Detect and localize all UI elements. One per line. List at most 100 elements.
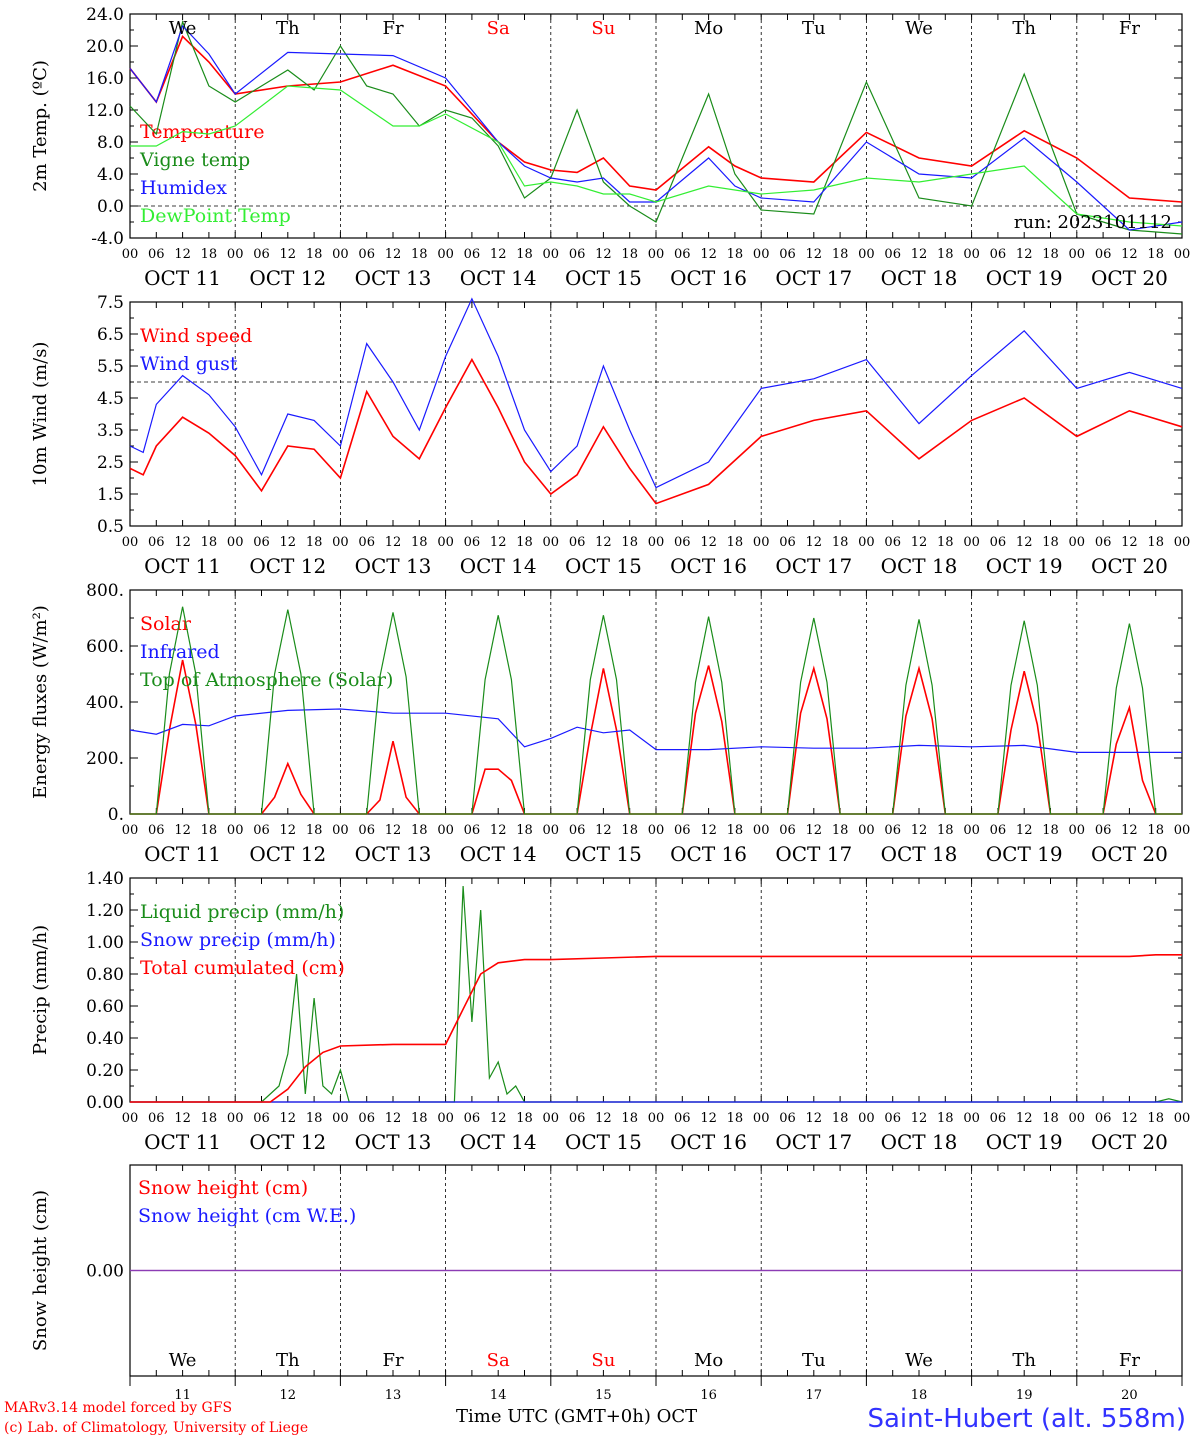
legend-entry: Infrared — [140, 641, 220, 663]
y-tick-label: 0.80 — [86, 965, 124, 985]
hour-tick-label: 00 — [648, 535, 665, 550]
hour-tick-label: 00 — [332, 247, 349, 262]
y-tick-label: 200. — [86, 749, 124, 769]
day-number-label: 20 — [1121, 1388, 1138, 1403]
y-tick-label: 20.0 — [86, 37, 124, 57]
legend-entry: Vigne temp — [139, 149, 250, 171]
date-label: OCT 20 — [1091, 266, 1168, 290]
hour-tick-label: 06 — [569, 1111, 586, 1126]
legend-entry: Wind speed — [140, 325, 252, 347]
hour-tick-label: 00 — [332, 535, 349, 550]
hour-tick-label: 18 — [201, 1111, 218, 1126]
y-tick-label: 24.0 — [86, 5, 124, 25]
hour-tick-label: 00 — [122, 247, 139, 262]
hour-tick-label: 00 — [648, 247, 665, 262]
hour-tick-label: 06 — [358, 823, 375, 838]
date-label: OCT 11 — [144, 842, 221, 866]
hour-tick-label: 00 — [1069, 535, 1086, 550]
date-label: OCT 20 — [1091, 554, 1168, 578]
date-label: OCT 20 — [1091, 1130, 1168, 1154]
hour-tick-label: 06 — [569, 823, 586, 838]
y-axis-label: 2m Temp. (ºC) — [30, 60, 51, 192]
date-label: OCT 19 — [986, 842, 1063, 866]
y-tick-label: 6.5 — [97, 325, 124, 345]
date-label: OCT 16 — [670, 842, 747, 866]
date-label: OCT 17 — [775, 266, 852, 290]
hour-tick-label: 18 — [516, 247, 533, 262]
hour-tick-label: 12 — [595, 1111, 612, 1126]
hour-tick-label: 00 — [858, 247, 875, 262]
hour-tick-label: 06 — [464, 823, 481, 838]
hour-tick-label: 00 — [122, 823, 139, 838]
hour-tick-label: 12 — [490, 247, 507, 262]
hour-tick-label: 06 — [358, 1111, 375, 1126]
y-tick-label: 400. — [86, 693, 124, 713]
date-label: OCT 11 — [144, 266, 221, 290]
day-name-label: Th — [1012, 1350, 1036, 1371]
day-number-label: 15 — [595, 1388, 612, 1403]
hour-tick-label: 00 — [1174, 823, 1191, 838]
month-text: OCT — [656, 1406, 698, 1427]
hour-tick-label: 12 — [490, 535, 507, 550]
hour-tick-label: 12 — [385, 535, 402, 550]
hour-tick-label: 00 — [1069, 1111, 1086, 1126]
hour-tick-label: 06 — [253, 247, 270, 262]
date-label: OCT 14 — [460, 266, 537, 290]
hour-tick-label: 06 — [253, 1111, 270, 1126]
date-label: OCT 18 — [881, 842, 958, 866]
date-label: OCT 15 — [565, 842, 642, 866]
hour-tick-label: 06 — [884, 1111, 901, 1126]
y-tick-label: 4.0 — [97, 165, 124, 185]
hour-tick-label: 00 — [858, 823, 875, 838]
hour-tick-label: 12 — [806, 823, 823, 838]
day-name-label: Th — [1012, 18, 1036, 39]
hour-tick-label: 12 — [280, 247, 297, 262]
date-label: OCT 14 — [460, 842, 537, 866]
panel-2: 0.5 1.5 2.5 3.5 4.5 5.5 6.5 7.5 10m Wind (m/s) Wi… — [30, 293, 1190, 578]
series-line-infrared — [129, 708, 1182, 754]
day-name-label: Fr — [1119, 18, 1140, 39]
hour-tick-label: 18 — [201, 823, 218, 838]
hour-tick-label: 12 — [1121, 247, 1138, 262]
y-tick-label: 600. — [86, 637, 124, 657]
hour-tick-label: 18 — [727, 247, 744, 262]
hour-tick-label: 00 — [543, 247, 560, 262]
hour-tick-label: 12 — [911, 823, 928, 838]
hour-tick-label: 00 — [543, 535, 560, 550]
time-axis-label: Time UTC (GMT+0h) OCT — [456, 1406, 697, 1427]
hour-tick-label: 06 — [569, 535, 586, 550]
hour-tick-label: 12 — [385, 823, 402, 838]
date-label: OCT 16 — [670, 1130, 747, 1154]
hour-tick-label: 18 — [727, 1111, 744, 1126]
legend-entry: Snow height (cm W.E.) — [138, 1205, 356, 1227]
day-number-label: 17 — [806, 1388, 823, 1403]
y-tick-label: 0.5 — [97, 517, 124, 537]
hour-tick-label: 06 — [358, 535, 375, 550]
day-number-label: 11 — [174, 1388, 191, 1403]
hour-tick-label: 12 — [700, 1111, 717, 1126]
hour-tick-label: 18 — [832, 823, 849, 838]
hour-tick-label: 00 — [1174, 247, 1191, 262]
hour-tick-label: 12 — [1121, 823, 1138, 838]
hour-tick-label: 06 — [779, 1111, 796, 1126]
day-name-label: Fr — [382, 1350, 403, 1371]
y-tick-label: 0.60 — [86, 997, 124, 1017]
hour-tick-label: 12 — [1016, 247, 1033, 262]
y-axis-label: Precip (mm/h) — [30, 925, 51, 1055]
y-tick-label: 0.00 — [86, 1093, 124, 1113]
hour-tick-label: 00 — [227, 823, 244, 838]
hour-tick-label: 12 — [911, 247, 928, 262]
hour-tick-label: 12 — [174, 535, 191, 550]
date-label: OCT 13 — [355, 1130, 432, 1154]
hour-tick-label: 12 — [280, 535, 297, 550]
hour-tick-label: 06 — [779, 247, 796, 262]
hour-tick-label: 18 — [1147, 247, 1164, 262]
hour-tick-label: 18 — [1042, 1111, 1059, 1126]
y-tick-label: 12.0 — [86, 101, 124, 121]
legend-entry: Total cumulated (cm) — [140, 957, 345, 979]
hour-tick-label: 12 — [1016, 1111, 1033, 1126]
hour-tick-label: 18 — [201, 247, 218, 262]
y-tick-label: 800. — [86, 581, 124, 601]
legend-entry: Wind gust — [140, 353, 238, 375]
date-label: OCT 18 — [881, 1130, 958, 1154]
